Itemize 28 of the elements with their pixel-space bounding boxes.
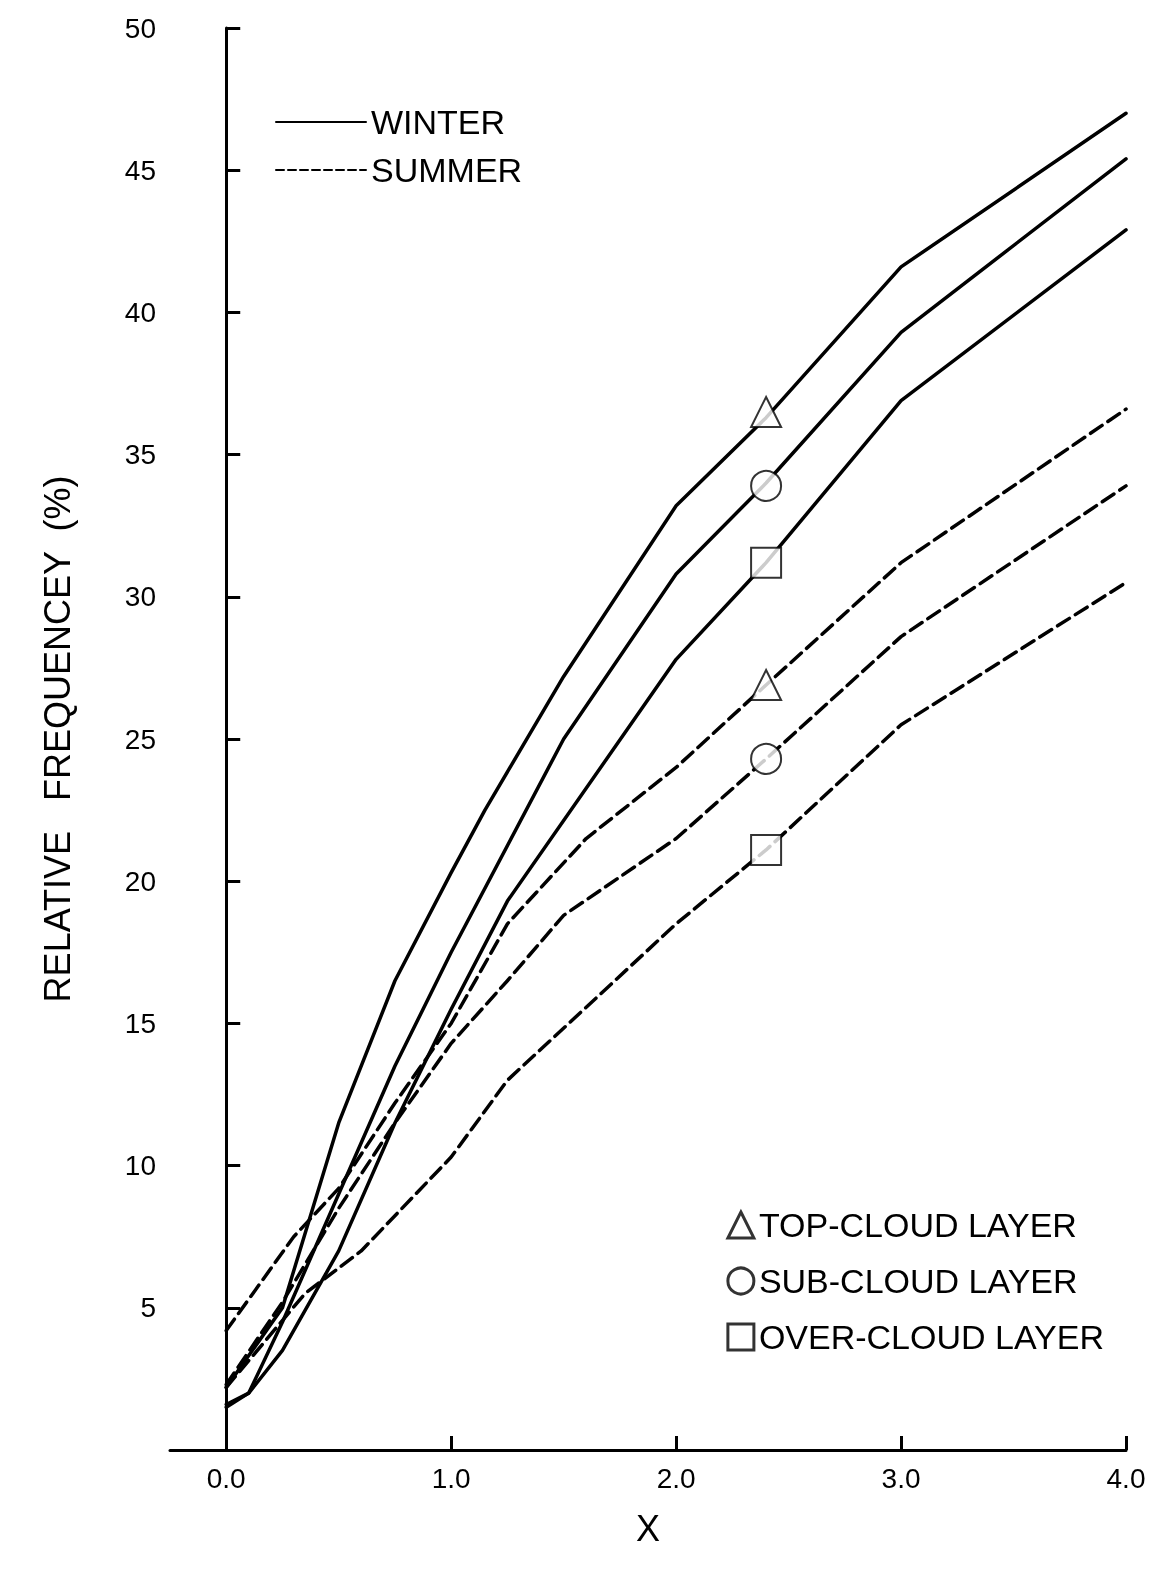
y-tick-label: 50 [124,12,156,44]
point [750,395,783,428]
y-tick-label: 40 [124,296,156,328]
y-tick-label: 30 [124,581,156,613]
y-tick-label: 35 [124,439,156,471]
x-tick-label: 1.0 [431,1462,471,1494]
x-tick-label: 2.0 [656,1462,696,1494]
point [750,469,783,502]
point [750,546,783,579]
legend-label: SUB-CLOUD LAYER [758,1262,1078,1300]
y-tick-label: 5 [140,1292,156,1324]
y-tick-label: 10 [124,1150,156,1182]
y-tick-label: 25 [124,723,156,755]
y-tick-label: 20 [124,865,156,897]
point [750,742,783,775]
y-tick-label: 15 [124,1007,156,1039]
y-tick-label: 45 [124,154,156,186]
x-tick-label: 3.0 [881,1462,921,1494]
y-axis-title: RELATIVE FREQUENCEY (%) [36,475,78,1003]
point [750,668,783,701]
legend-label: WINTER [371,103,506,141]
x-tick-label: 0.0 [206,1462,246,1494]
legend-label: SUMMER [371,151,523,189]
legend-label: TOP-CLOUD LAYER [758,1206,1077,1244]
x-tick-label: 4.0 [1106,1462,1146,1494]
point [750,833,783,866]
legend-label: OVER-CLOUD LAYER [758,1318,1105,1356]
x-axis-title: X [635,1507,661,1549]
